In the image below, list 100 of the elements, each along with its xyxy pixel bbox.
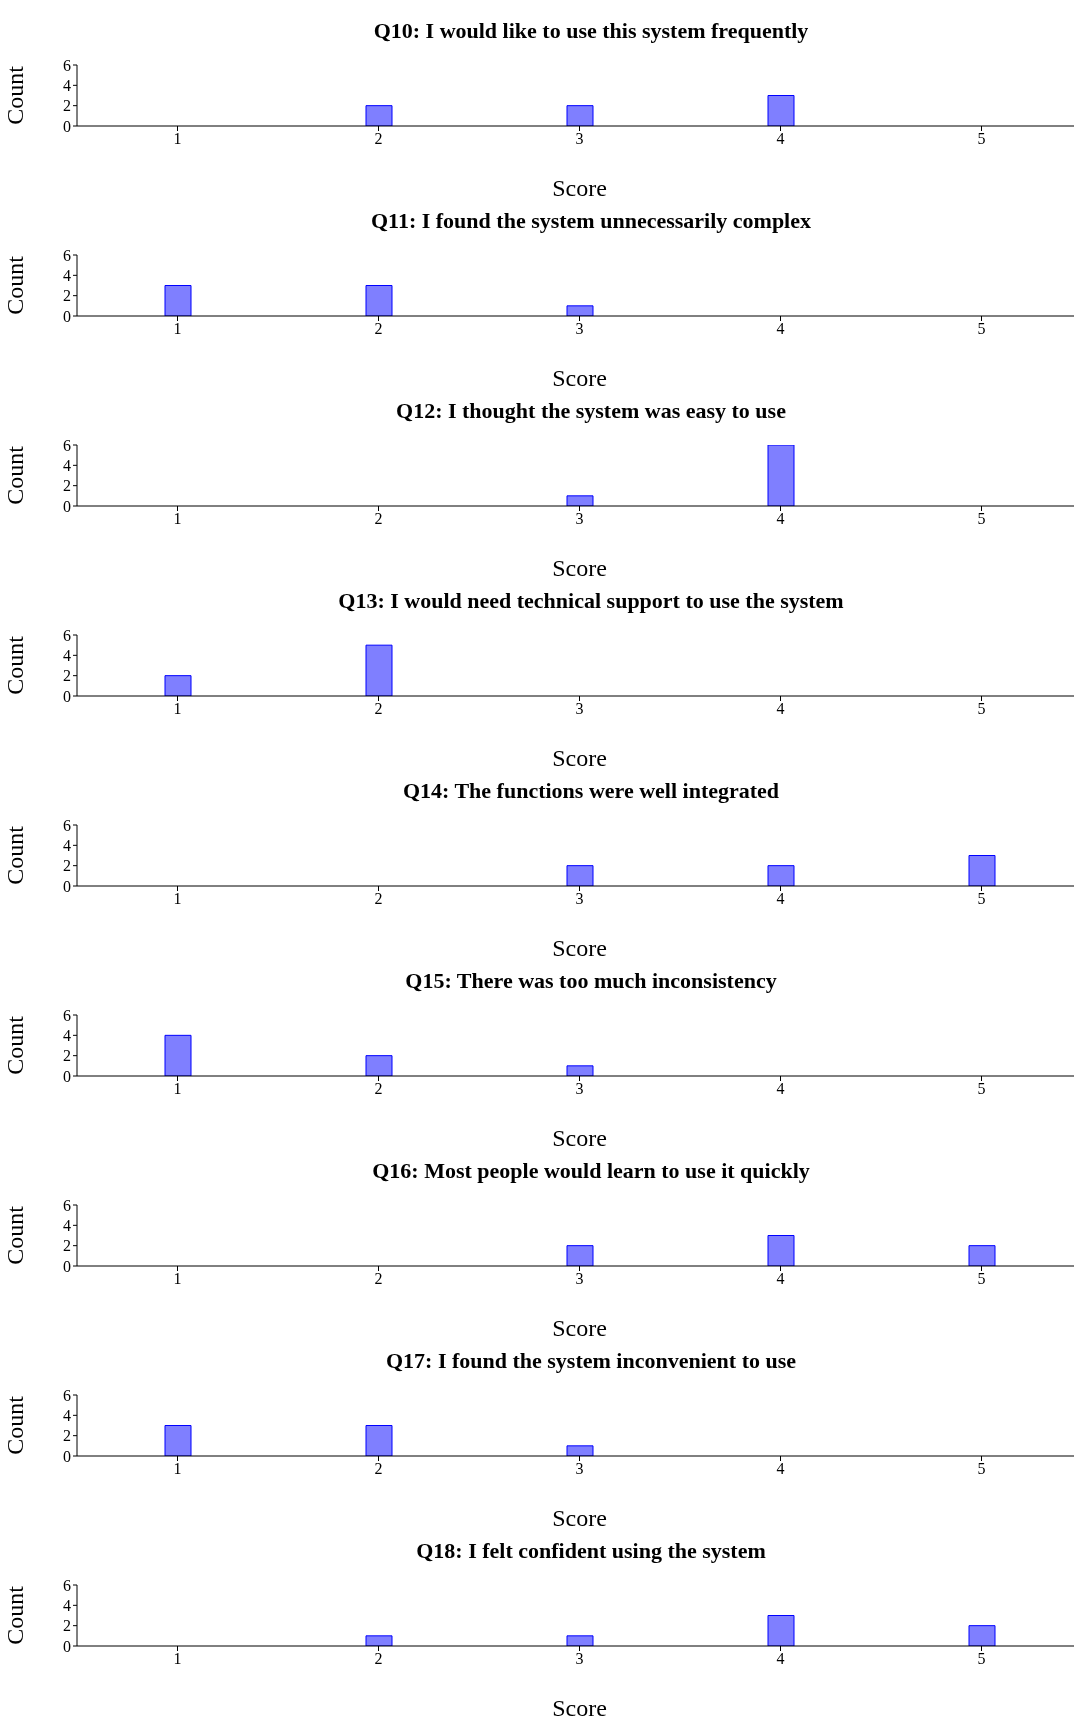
y-tick-label: 4 (63, 1407, 71, 1425)
x-tick-label: 3 (575, 1460, 584, 1478)
y-tick-label: 2 (63, 287, 71, 305)
y-tick-label: 6 (63, 816, 71, 834)
bar (566, 1635, 594, 1646)
bar (164, 1034, 192, 1076)
x-tick-label: 3 (575, 510, 584, 528)
x-tick-label: 2 (374, 700, 383, 718)
x-tick-label: 4 (776, 890, 785, 908)
x-tick-label: 4 (776, 1080, 785, 1098)
x-axis-title: Score (552, 1125, 607, 1151)
x-axis-title: Score (552, 365, 607, 391)
bar (968, 1625, 996, 1646)
x-axis-title: Score (552, 1695, 607, 1716)
x-tick-label: 4 (776, 320, 785, 338)
x-tick-label: 3 (575, 700, 584, 718)
x-tick-label: 1 (173, 1270, 182, 1288)
y-tick-label: 6 (63, 1386, 71, 1404)
y-tick-label: 6 (63, 246, 71, 264)
y-tick-label: 4 (63, 1597, 71, 1615)
y-tick-label: 6 (63, 626, 71, 644)
x-tick-label: 3 (575, 890, 584, 908)
y-tick-label: 2 (63, 477, 71, 495)
x-tick-label: 3 (575, 320, 584, 338)
x-tick-label: 4 (776, 1270, 785, 1288)
x-tick-label: 2 (374, 320, 383, 338)
bar (566, 1065, 594, 1076)
y-tick-label: 0 (63, 497, 71, 515)
x-tick-label: 5 (977, 320, 986, 338)
y-tick-label: 0 (63, 687, 71, 705)
y-tick-label: 4 (63, 77, 71, 95)
chart-title: Q17: I found the system inconvenient to use (385, 1348, 797, 1373)
x-axis-title: Score (552, 1505, 607, 1531)
y-tick-label: 4 (63, 457, 71, 475)
y-tick-label: 4 (63, 1027, 71, 1045)
y-tick-label: 0 (63, 1257, 71, 1275)
chart-title: Q14: The functions were well integrated (402, 778, 780, 803)
x-tick-label: 1 (173, 890, 182, 908)
x-tick-label: 4 (776, 510, 785, 528)
y-tick-label: 2 (63, 1427, 71, 1445)
y-tick-label: 6 (63, 56, 71, 74)
x-tick-label: 5 (977, 1650, 986, 1668)
y-tick-label: 0 (63, 877, 71, 895)
x-tick-label: 5 (977, 1460, 986, 1478)
x-tick-label: 5 (977, 130, 986, 148)
x-axis-title: Score (552, 745, 607, 771)
x-tick-label: 2 (374, 130, 383, 148)
chart-title: Q12: I thought the system was easy to use (396, 398, 786, 423)
y-tick-label: 0 (63, 1447, 71, 1465)
y-tick-label: 0 (63, 117, 71, 135)
x-tick-label: 5 (977, 510, 986, 528)
x-tick-label: 5 (977, 1270, 986, 1288)
y-tick-label: 6 (63, 1576, 71, 1594)
x-tick-label: 2 (374, 1460, 383, 1478)
x-tick-label: 2 (374, 1270, 383, 1288)
chart-title: Q15: There was too much inconsistency (405, 968, 777, 993)
chart-title: Q13: I would need technical support to use the system (338, 588, 844, 613)
x-tick-label: 5 (977, 890, 986, 908)
y-tick-label: 4 (63, 837, 71, 855)
y-tick-label: 2 (63, 97, 71, 115)
x-tick-label: 3 (575, 1080, 584, 1098)
x-tick-label: 1 (173, 130, 182, 148)
x-axis-title: Score (552, 935, 607, 961)
y-tick-label: 4 (63, 267, 71, 285)
y-tick-label: 4 (63, 1217, 71, 1235)
x-tick-label: 1 (173, 320, 182, 338)
y-tick-label: 6 (63, 1196, 71, 1214)
y-tick-label: 0 (63, 1067, 71, 1085)
y-tick-label: 2 (63, 1237, 71, 1255)
x-axis-title: Score (552, 555, 607, 581)
x-tick-label: 4 (776, 700, 785, 718)
x-tick-label: 2 (374, 1080, 383, 1098)
x-tick-label: 5 (977, 700, 986, 718)
bar (365, 1635, 393, 1646)
y-tick-label: 6 (63, 1006, 71, 1024)
y-tick-label: 2 (63, 667, 71, 685)
x-tick-label: 5 (977, 1080, 986, 1098)
y-tick-label: 2 (63, 1617, 71, 1635)
x-tick-label: 3 (575, 1650, 584, 1668)
y-tick-label: 6 (63, 436, 71, 454)
x-tick-label: 2 (374, 1650, 383, 1668)
x-tick-label: 1 (173, 1650, 182, 1668)
x-tick-label: 2 (374, 890, 383, 908)
x-tick-label: 4 (776, 130, 785, 148)
x-tick-label: 4 (776, 1460, 785, 1478)
x-tick-label: 1 (173, 1460, 182, 1478)
x-tick-label: 3 (575, 1270, 584, 1288)
y-tick-label: 2 (63, 1047, 71, 1065)
y-tick-label: 2 (63, 857, 71, 875)
x-axis-title: Score (552, 1315, 607, 1341)
y-tick-label: 0 (63, 1637, 71, 1655)
chart-title: Q10: I would like to use this system frequently (373, 18, 809, 43)
x-tick-label: 1 (173, 1080, 182, 1098)
x-tick-label: 1 (173, 700, 182, 718)
x-tick-label: 4 (776, 1650, 785, 1668)
y-tick-label: 4 (63, 647, 71, 665)
x-tick-label: 1 (173, 510, 182, 528)
bar (767, 1615, 795, 1646)
x-tick-label: 3 (575, 130, 584, 148)
bar (365, 1055, 393, 1076)
